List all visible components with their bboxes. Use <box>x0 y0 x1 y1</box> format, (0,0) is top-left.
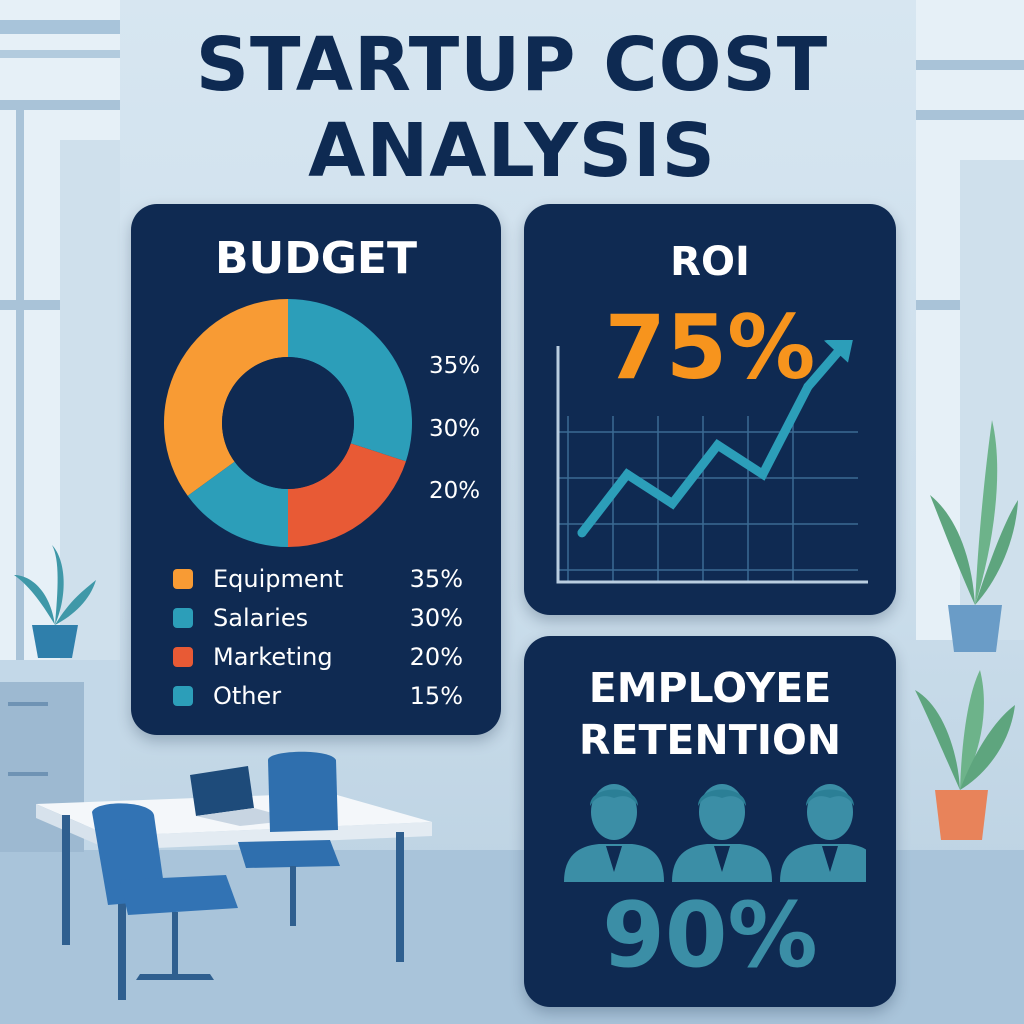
legend-label: Marketing <box>213 643 333 671</box>
donut-side-label: 35% <box>429 353 481 379</box>
roi-point <box>803 382 813 392</box>
donut-slice-marketing <box>288 443 406 547</box>
roi-point <box>758 469 768 479</box>
legend-value: 15% <box>409 682 463 710</box>
roi-point <box>713 440 723 450</box>
person-icon <box>564 784 664 882</box>
roi-line-chart <box>556 340 868 584</box>
retention-title-line-2: RETENTION <box>578 716 842 764</box>
donut-slice-other <box>187 461 288 547</box>
legend-item-marketing: Marketing 20% <box>173 642 473 672</box>
legend-value: 20% <box>409 643 463 671</box>
roi-value: 75% <box>604 296 816 399</box>
employee-icons <box>564 784 866 882</box>
person-icon <box>780 784 866 882</box>
budget-title: BUDGET <box>215 233 417 284</box>
legend-item-salaries: Salaries 30% <box>173 603 473 633</box>
donut-hole <box>222 357 354 489</box>
title-line-2: ANALYSIS <box>308 108 716 194</box>
budget-panel: BUDGET 35% 30% 20% Equipment 35% Salarie… <box>131 204 501 735</box>
person-icon <box>672 784 772 882</box>
roi-axes <box>556 346 868 584</box>
donut-side-label: 30% <box>429 416 481 442</box>
roi-arrow-head-icon <box>824 340 853 363</box>
retention-value: 90% <box>602 883 818 988</box>
employee-retention-panel: EMPLOYEE RETENTION 90% <box>524 636 896 1007</box>
roi-point <box>667 499 677 509</box>
legend-item-other: Other 15% <box>173 681 473 711</box>
legend-value: 30% <box>409 604 463 632</box>
roi-line <box>577 382 813 538</box>
legend-label: Salaries <box>213 604 309 632</box>
retention-title-line-1: EMPLOYEE <box>588 664 832 712</box>
legend-label: Other <box>213 682 282 710</box>
roi-title: ROI <box>670 239 750 285</box>
budget-donut-chart <box>164 299 412 547</box>
legend-item-equipment: Equipment 35% <box>173 564 473 594</box>
legend-swatch <box>173 647 193 667</box>
page-title: STARTUP COST ANALYSIS <box>0 22 1024 194</box>
roi-point <box>577 528 587 538</box>
donut-slice-salaries <box>288 299 412 462</box>
roi-panel: ROI 75% <box>524 204 896 615</box>
legend-swatch <box>173 608 193 628</box>
roi-arrow-shaft <box>803 345 845 392</box>
donut-slice-equipment <box>164 299 288 496</box>
legend-value: 35% <box>409 565 463 593</box>
roi-point <box>622 469 632 479</box>
donut-side-label: 20% <box>429 478 481 504</box>
title-line-1: STARTUP COST <box>195 22 829 108</box>
legend-swatch <box>173 686 193 706</box>
legend-label: Equipment <box>213 565 344 593</box>
legend-swatch <box>173 569 193 589</box>
